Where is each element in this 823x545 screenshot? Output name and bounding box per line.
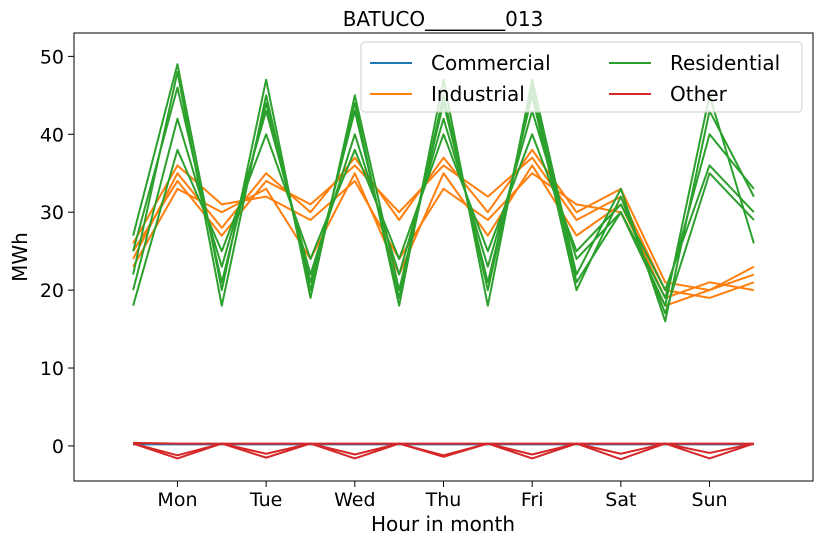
x-tick-label-tue: Tue bbox=[249, 489, 282, 511]
y-axis: 0 10 20 30 40 50 bbox=[40, 46, 74, 458]
series-line-industrial-3 bbox=[132, 164, 755, 299]
y-tick-label: 0 bbox=[52, 436, 64, 458]
x-axis: Mon Tue Wed Thu Fri Sat Sun bbox=[157, 481, 728, 511]
legend-box bbox=[360, 41, 803, 113]
y-tick-label: 10 bbox=[40, 358, 64, 380]
series-line-other-2 bbox=[132, 442, 755, 461]
x-tick-label-thu: Thu bbox=[425, 489, 462, 511]
legend-label-industrial: Industrial bbox=[431, 82, 525, 106]
x-tick-label-mon: Mon bbox=[157, 489, 197, 511]
series-other bbox=[132, 441, 755, 461]
series-line-other-3 bbox=[132, 442, 755, 457]
series-line-other-1 bbox=[133, 441, 754, 445]
x-tick-label-sun: Sun bbox=[691, 489, 727, 511]
legend-label-residential: Residential bbox=[670, 51, 780, 75]
legend-label-other: Other bbox=[670, 82, 728, 106]
y-tick-label: 40 bbox=[40, 124, 64, 146]
y-tick-label: 30 bbox=[40, 202, 64, 224]
x-tick-label-sat: Sat bbox=[605, 489, 636, 511]
series-line-residential-4 bbox=[132, 133, 755, 306]
y-tick-label: 20 bbox=[40, 280, 64, 302]
legend-label-commercial: Commercial bbox=[431, 51, 551, 75]
y-axis-label: MWh bbox=[8, 232, 32, 282]
legend: Commercial Industrial Residential Other bbox=[360, 41, 803, 113]
chart-title: BATUCO________013 bbox=[343, 7, 544, 31]
y-tick-label: 50 bbox=[40, 46, 64, 68]
plot-area bbox=[132, 63, 755, 461]
x-tick-label-wed: Wed bbox=[334, 489, 375, 511]
x-axis-label: Hour in month bbox=[371, 512, 515, 536]
series-line-industrial-2 bbox=[132, 156, 755, 299]
x-tick-label-fri: Fri bbox=[521, 489, 544, 511]
